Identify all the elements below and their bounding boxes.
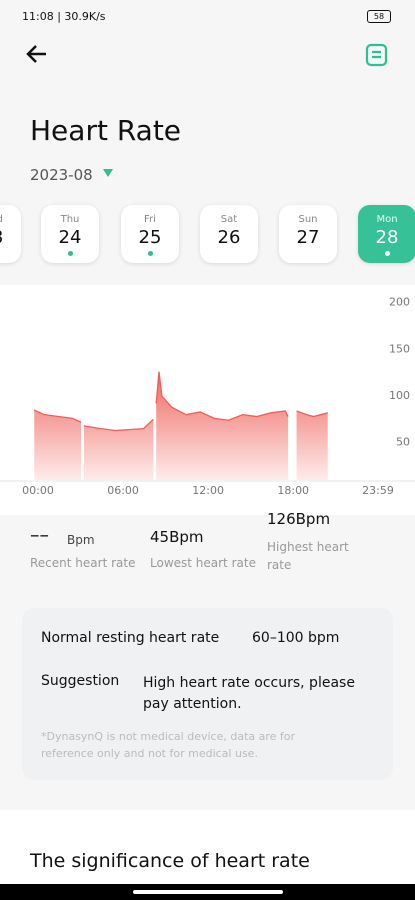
lowest-label: Lowest heart rate bbox=[150, 556, 256, 570]
day-card[interactable]: Sat 26 bbox=[200, 205, 258, 263]
normal-value: 60–100 bpm bbox=[252, 630, 340, 646]
month-dropdown-icon[interactable] bbox=[102, 168, 114, 178]
x-tick-label: 06:00 bbox=[107, 484, 139, 497]
date: 28 bbox=[375, 227, 399, 248]
y-tick-label: 50 bbox=[396, 436, 410, 449]
x-tick-label: 00:00 bbox=[22, 484, 54, 497]
date: 27 bbox=[296, 227, 320, 248]
weekday: Wed bbox=[0, 214, 21, 225]
weekday: Sat bbox=[220, 214, 238, 225]
weekday: Sun bbox=[298, 214, 318, 225]
weekday: Mon bbox=[376, 214, 398, 225]
recent-unit: Bpm bbox=[67, 533, 95, 547]
weekday: Fri bbox=[144, 214, 156, 225]
disclaimer: *DynasynQ is not medical device, data ar… bbox=[41, 730, 296, 760]
x-tick-label: 18:00 bbox=[277, 484, 309, 497]
battery: 58 bbox=[367, 10, 391, 23]
day-card[interactable]: Thu 24 bbox=[41, 205, 99, 263]
suggestion-text: High heart rate occurs, please pay atten… bbox=[143, 675, 355, 712]
x-tick-label: 12:00 bbox=[192, 484, 224, 497]
day-card[interactable]: Fri 25 bbox=[121, 205, 179, 263]
date: 23 bbox=[0, 227, 21, 248]
status-time: 11:08 | 30.9K/s bbox=[22, 10, 106, 23]
y-tick-label: 100 bbox=[389, 389, 410, 402]
recent-label: Recent heart rate bbox=[30, 556, 136, 570]
month-picker[interactable]: 2023-08 bbox=[30, 166, 93, 184]
y-tick-label: 150 bbox=[389, 342, 410, 355]
nav-bar bbox=[0, 884, 415, 900]
data-dot bbox=[67, 251, 73, 256]
highest-label: Highest heart rate bbox=[267, 540, 349, 572]
y-tick-label: 200 bbox=[389, 296, 410, 309]
info-card: Normal resting heart rate 60–100 bpm Sug… bbox=[22, 608, 393, 780]
day-card[interactable]: Mon 28 bbox=[358, 205, 415, 263]
lowest-value: 45Bpm bbox=[150, 528, 204, 546]
recent-value: –– bbox=[30, 524, 49, 546]
suggestion-label: Suggestion bbox=[41, 673, 120, 689]
date: 24 bbox=[58, 227, 82, 248]
data-dot bbox=[384, 251, 390, 256]
date: 25 bbox=[138, 227, 162, 248]
day-card[interactable]: Wed 23 bbox=[0, 205, 21, 263]
area-line bbox=[33, 371, 328, 432]
data-dot bbox=[147, 251, 153, 256]
normal-label: Normal resting heart rate bbox=[41, 630, 220, 646]
report-button[interactable] bbox=[364, 42, 390, 68]
back-button[interactable] bbox=[24, 42, 50, 66]
area-fill bbox=[34, 371, 328, 480]
x-tick-label: 23:59 bbox=[362, 484, 394, 497]
page-title: Heart Rate bbox=[30, 114, 182, 147]
section-title: The significance of heart rate bbox=[30, 850, 310, 872]
day-card[interactable]: Sun 27 bbox=[279, 205, 337, 263]
date: 26 bbox=[217, 227, 241, 248]
weekday: Thu bbox=[60, 214, 80, 225]
heart-rate-chart: 50 100 150 200 00:00 06:00 12:00 18:00 23:59 bbox=[0, 296, 415, 497]
highest-value: 126Bpm bbox=[267, 510, 331, 528]
